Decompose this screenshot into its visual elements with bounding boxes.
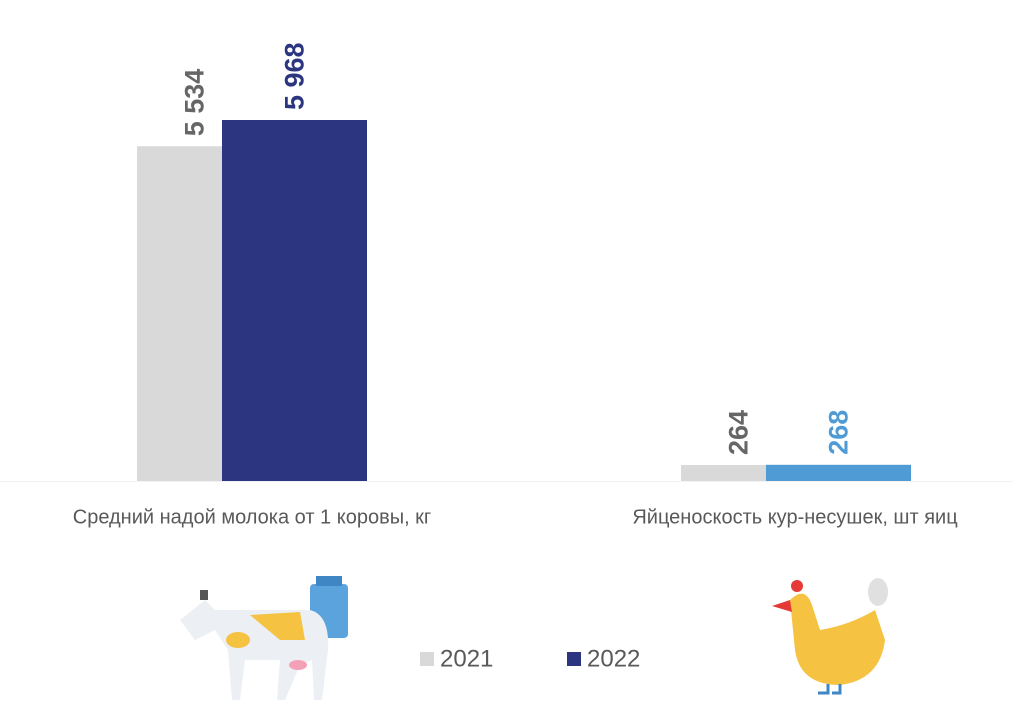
bar [681,465,766,481]
bar [222,120,367,481]
category-label: Средний надой молока от 1 коровы, кг [73,506,431,528]
bar [137,146,222,481]
data-label: 5 534 [180,69,210,137]
legend-label: 2021 [440,645,493,672]
legend-swatch [420,652,434,666]
cow-icon [180,576,348,700]
legend-swatch [567,652,581,666]
data-label: 5 968 [280,42,310,110]
category-label: Яйценоскость кур-несушек, шт яиц [632,506,957,528]
bar [766,464,911,481]
chicken-icon [772,578,888,695]
legend-label: 2022 [587,645,640,672]
data-label: 268 [824,410,854,455]
data-label: 264 [724,410,754,455]
